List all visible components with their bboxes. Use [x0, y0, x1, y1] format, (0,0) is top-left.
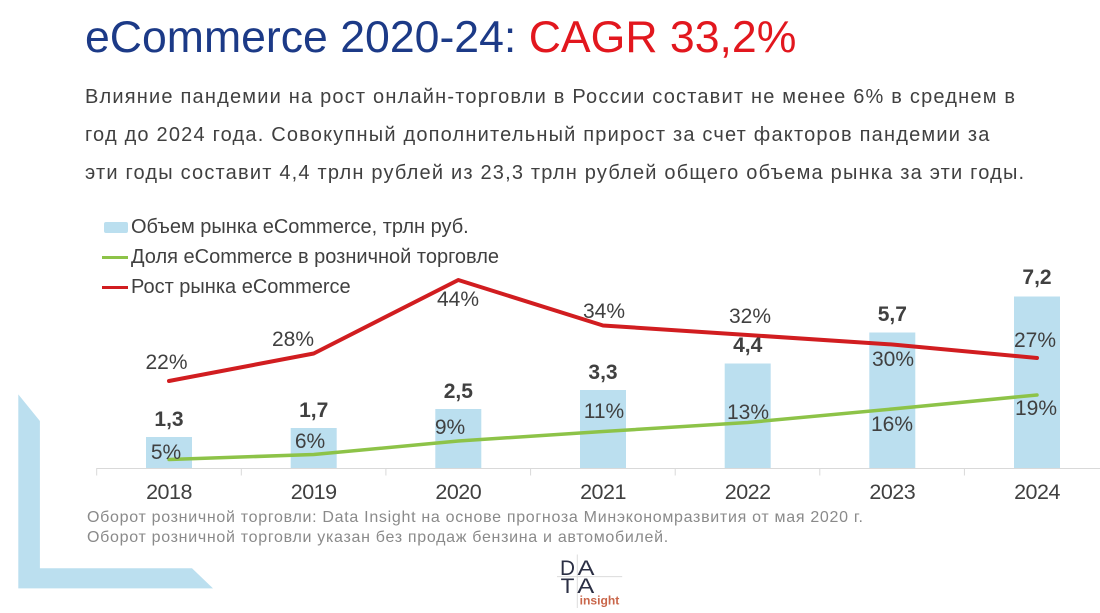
svg-text:D: D	[560, 556, 575, 580]
svg-text:A: A	[577, 574, 595, 598]
svg-text:A: A	[578, 556, 596, 580]
svg-text:T: T	[561, 574, 575, 598]
svg-text:insight: insight	[580, 593, 620, 607]
